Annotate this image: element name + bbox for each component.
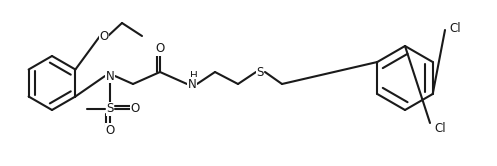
Text: N: N xyxy=(106,70,114,83)
Text: O: O xyxy=(99,30,109,42)
Text: O: O xyxy=(156,42,165,55)
Text: O: O xyxy=(130,102,140,116)
Text: S: S xyxy=(106,102,114,116)
Text: H: H xyxy=(190,71,198,81)
Text: Cl: Cl xyxy=(434,122,446,134)
Text: O: O xyxy=(105,124,115,136)
Text: N: N xyxy=(188,78,196,90)
Text: Cl: Cl xyxy=(449,22,461,35)
Text: S: S xyxy=(256,66,264,79)
